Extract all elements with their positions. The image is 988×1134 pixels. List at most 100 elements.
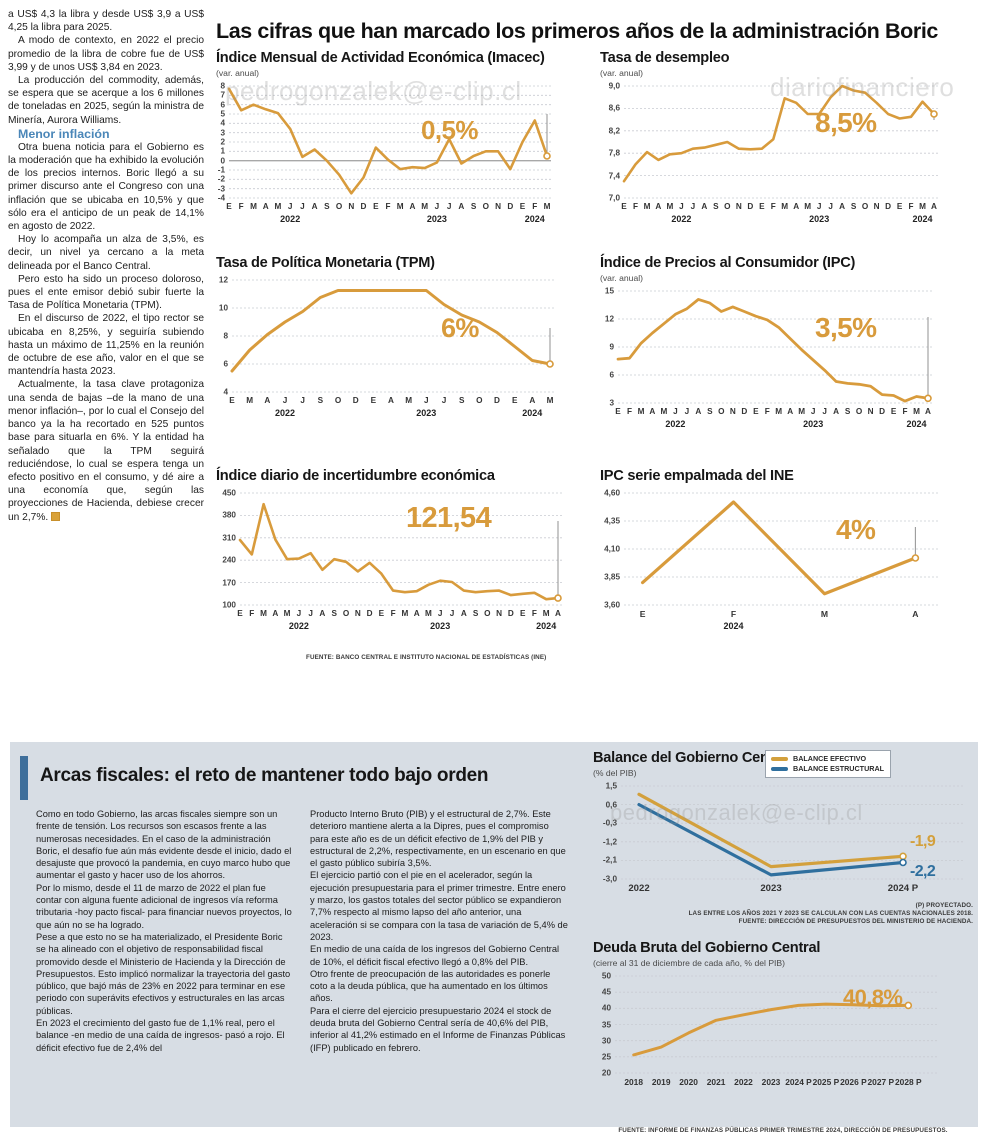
y-axis-tick-label: 30 (601, 1036, 611, 1046)
chart-callout-value: 121,54 (406, 502, 492, 534)
chart-imacec: Índice Mensual de Actividad Económica (I… (216, 50, 596, 227)
x-axis-tick-label: E (890, 407, 897, 416)
x-axis-tick-label: O (718, 407, 725, 416)
x-axis-tick-label: J (816, 202, 822, 211)
x-axis-tick-label: O (861, 202, 869, 211)
chart-source-note: FUENTE: BANCO CENTRAL E INSTITUTO NACION… (306, 654, 547, 661)
data-line (230, 289, 552, 373)
paragraph: Para el cierre del ejercicio presupuesta… (310, 1005, 566, 1053)
x-axis-tick-label: M (250, 202, 257, 211)
x-axis-tick-label: M (396, 202, 404, 211)
paragraph: Producto Interno Bruto (PIB) y el estruc… (310, 809, 566, 869)
y-axis-tick-label: 8,6 (608, 103, 620, 113)
y-axis-tick-label: 4,60 (604, 488, 620, 498)
chart-plot-tpm (230, 279, 554, 393)
x-axis-tick-label: M (421, 202, 429, 211)
x-axis-tick-label: M (546, 396, 554, 405)
x-axis-tick-label: F (626, 407, 633, 416)
x-axis-tick-label: M (260, 609, 268, 618)
x-axis-tick-label: J (673, 407, 678, 416)
paragraph: Actualmente, la tasa clave protagoniza u… (8, 378, 204, 523)
x-axis-tick-label: J (287, 202, 293, 211)
y-axis-tick-label: 50 (601, 971, 611, 981)
x-axis-tick-label: D (879, 407, 886, 416)
y-axis-tick-label: -1 (217, 165, 225, 175)
x-axis-tick-label: N (348, 202, 355, 211)
legend-item-2: BALANCE ESTRUCTURAL (771, 764, 884, 774)
x-axis-tick-label: O (482, 202, 489, 211)
x-axis-tick-label: J (282, 396, 288, 405)
x-axis-tick-label: A (839, 202, 846, 211)
chart-title: Tasa de Política Monetaria (TPM) (216, 255, 435, 271)
x-axis-year-label: 2024 (906, 419, 927, 429)
x-axis-tick-label: F (770, 202, 776, 211)
x-axis-tick-label: A (388, 396, 394, 405)
chart-subtitle: (% del PIB) (593, 768, 637, 778)
paragraph: Por lo mismo, desde el 11 de marzo de 20… (36, 882, 292, 930)
x-axis-tick-label: E (753, 407, 759, 416)
x-axis-tick-label: F (249, 609, 255, 618)
x-axis-tick-label: A (319, 609, 326, 618)
x-axis-tick-label: J (437, 609, 443, 618)
x-axis-tick-label: S (324, 202, 330, 211)
y-axis-tick-label: 7,0 (608, 193, 620, 203)
y-axis-tick-label: -2,1 (602, 855, 617, 865)
x-axis-tick-label: S (331, 609, 337, 618)
chart-footnote: FUENTE: DIRECCIÓN DE PRESUPUESTOS DEL MI… (738, 918, 973, 925)
x-axis-tick-label: 2027 P (867, 1077, 895, 1087)
x-axis-tick-label: E (519, 609, 526, 618)
y-axis-tick-label: -3 (217, 184, 225, 194)
chart-plot-desempleo (622, 84, 938, 199)
last-point-marker (904, 1001, 913, 1010)
x-axis-tick-label: D (352, 396, 359, 405)
y-axis-tick-label: 100 (222, 600, 236, 610)
paragraph: Como en todo Gobierno, las arcas fiscale… (36, 809, 292, 881)
x-axis-tick-label: M (820, 609, 829, 619)
x-axis-tick-label: 2021 (706, 1077, 726, 1087)
data-line (238, 502, 560, 601)
y-axis-tick-label: 380 (222, 510, 236, 520)
accent-bar (20, 756, 28, 800)
chart-title: Tasa de desempleo (600, 50, 730, 66)
x-axis-tick-label: J (308, 609, 313, 618)
x-axis-tick-label: A (409, 202, 416, 211)
last-point-marker (924, 394, 932, 403)
x-axis-tick-label: A (264, 396, 271, 405)
legend-item-1: BALANCE EFECTIVO (771, 754, 884, 764)
y-axis-tick-label: 3,60 (604, 600, 620, 610)
series-end-label-2: -2,2 (910, 863, 936, 881)
x-axis-year-label: 2023 (416, 408, 437, 418)
x-axis-tick-label: 2022 (628, 883, 650, 894)
chart-subtitle: (var. anual) (216, 68, 259, 78)
end-of-article-icon (51, 511, 61, 521)
x-axis-tick-label: N (873, 202, 880, 211)
paragraph: Pese a que esto no se ha materializado, … (36, 931, 291, 1016)
legend-swatch-icon (771, 767, 788, 771)
x-axis-year-label: 2024 (723, 621, 744, 631)
chart-footnote: LAS ENTRE LOS AÑOS 2021 Y 2023 SE CALCUL… (688, 910, 973, 917)
x-axis-tick-label: E (896, 202, 903, 211)
x-axis-tick-label: F (531, 609, 537, 618)
y-axis-tick-label: 45 (601, 987, 611, 997)
data-line (227, 87, 549, 195)
chart-ipc: Índice de Precios al Consumidor (IPC) (va… (600, 255, 986, 432)
last-point-marker (543, 152, 551, 160)
x-axis-tick-label: S (470, 202, 477, 211)
x-axis-tick-label: D (747, 202, 754, 211)
x-axis-year-label: 2022 (274, 408, 296, 418)
x-axis-tick-label: 2024 P (887, 883, 919, 894)
y-axis-tick-label: 1 (220, 146, 225, 156)
x-axis-tick-label: M (283, 609, 291, 618)
y-axis-tick-label: -3,0 (602, 874, 617, 884)
x-axis-tick-label: F (532, 202, 538, 211)
x-axis-tick-label: M (246, 396, 254, 405)
page-title: Las cifras que han marcado los primeros … (216, 19, 938, 43)
x-axis-tick-label: D (494, 396, 500, 405)
x-axis-tick-label: N (495, 202, 502, 211)
data-line (637, 792, 905, 869)
chart-callout-value: 3,5% (815, 312, 877, 343)
x-axis-tick-label: A (272, 609, 279, 618)
y-axis-tick-label: 310 (222, 533, 236, 543)
x-axis-tick-label: O (334, 396, 342, 405)
chart-subtitle: (var. anual) (600, 273, 643, 283)
